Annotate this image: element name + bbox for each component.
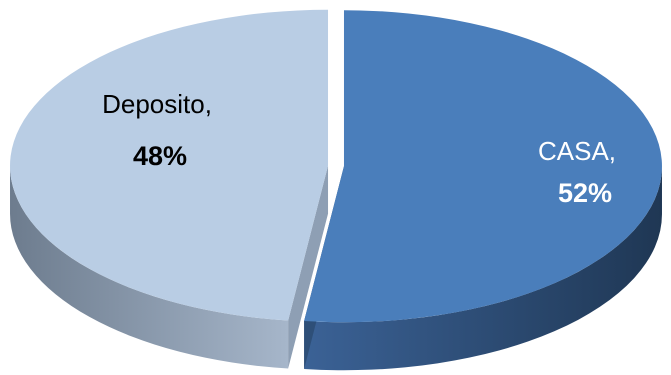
slice-side-deposito bbox=[10, 165, 289, 369]
slice-casa bbox=[304, 10, 662, 323]
slice-label-casa: CASA, bbox=[538, 136, 616, 166]
pie-tops bbox=[10, 9, 662, 323]
slice-value-deposito: 48% bbox=[133, 141, 187, 171]
slice-value-casa: 52% bbox=[558, 178, 612, 208]
slice-side-casa bbox=[304, 166, 662, 371]
slice-deposito bbox=[10, 9, 329, 321]
pie-labels: CASA, 52% Deposito, 48% bbox=[102, 89, 616, 208]
slice-cut-face-deposito-0 bbox=[288, 165, 329, 369]
slice-label-deposito: Deposito, bbox=[102, 89, 212, 119]
